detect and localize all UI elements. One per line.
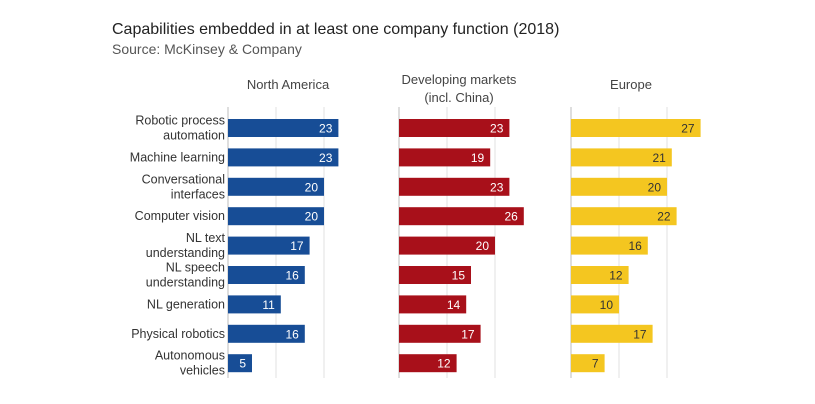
bar (228, 119, 339, 137)
bar-value-label: 26 (504, 210, 518, 224)
bar-value-label: 16 (628, 239, 642, 253)
bar (228, 177, 324, 196)
bar-value-label: 5 (239, 357, 246, 371)
bar (399, 236, 495, 255)
bar (571, 295, 619, 314)
bar (571, 119, 701, 137)
bar-value-label: 23 (490, 122, 504, 136)
bar-value-label: 10 (600, 298, 614, 312)
bar-value-label: 20 (305, 180, 319, 194)
bar (571, 177, 667, 196)
bar (399, 207, 524, 226)
bar-value-label: 12 (437, 357, 451, 371)
bar (228, 236, 310, 255)
panel-title: North America (247, 77, 330, 92)
category-label: Machine learning (130, 150, 225, 164)
category-label: Robotic process automation (135, 114, 225, 143)
bar (399, 119, 510, 137)
panel-title: Europe (610, 77, 652, 92)
bar-value-label: 12 (609, 269, 623, 283)
bar (228, 295, 281, 314)
bar-value-label: 27 (681, 122, 695, 136)
category-label: Autonomous vehicles (155, 349, 225, 378)
category-label: NL speech understanding (146, 261, 225, 290)
bar-value-label: 11 (262, 298, 275, 312)
chart-subtitle: Source: McKinsey & Company (112, 41, 302, 57)
bar-value-label: 22 (657, 210, 671, 224)
bar (399, 177, 510, 196)
bar-value-label: 20 (476, 239, 490, 253)
category-label: NL text understanding (146, 231, 226, 260)
bar-value-label: 7 (592, 357, 599, 371)
bar-value-label: 17 (290, 239, 304, 253)
category-label: NL generation (147, 297, 225, 311)
bar (571, 266, 629, 284)
bar-value-label: 15 (452, 269, 466, 283)
bar (228, 207, 324, 226)
bar (399, 148, 491, 167)
bar-value-label: 20 (305, 210, 319, 224)
bar-value-label: 23 (490, 180, 504, 194)
bar-value-label: 20 (648, 180, 662, 194)
bar-value-label: 17 (461, 327, 475, 341)
bar (571, 236, 648, 255)
bar-value-label: 17 (633, 327, 647, 341)
bar (228, 266, 305, 284)
bar (399, 324, 481, 343)
chart-title: Capabilities embedded in at least one co… (112, 21, 560, 38)
bar-value-label: 19 (471, 151, 485, 165)
category-label: Physical robotics (131, 327, 225, 341)
bar-value-label: 23 (319, 151, 333, 165)
bar-value-label: 16 (285, 327, 299, 341)
bar (228, 148, 339, 167)
bar-value-label: 14 (447, 298, 461, 312)
bar (571, 354, 605, 373)
bar-value-label: 21 (652, 151, 666, 165)
panel-title: Developing markets (incl. China) (402, 72, 517, 105)
bar (228, 324, 305, 343)
bar (571, 148, 672, 167)
bar (399, 266, 471, 284)
bar (571, 324, 653, 343)
bar (571, 207, 677, 226)
bar-value-label: 16 (285, 269, 299, 283)
bar-value-label: 23 (319, 122, 333, 136)
bar (399, 295, 467, 314)
bar (399, 354, 457, 373)
bar (228, 354, 252, 373)
category-label: Conversational interfaces (142, 172, 225, 201)
category-label: Computer vision (135, 209, 225, 223)
